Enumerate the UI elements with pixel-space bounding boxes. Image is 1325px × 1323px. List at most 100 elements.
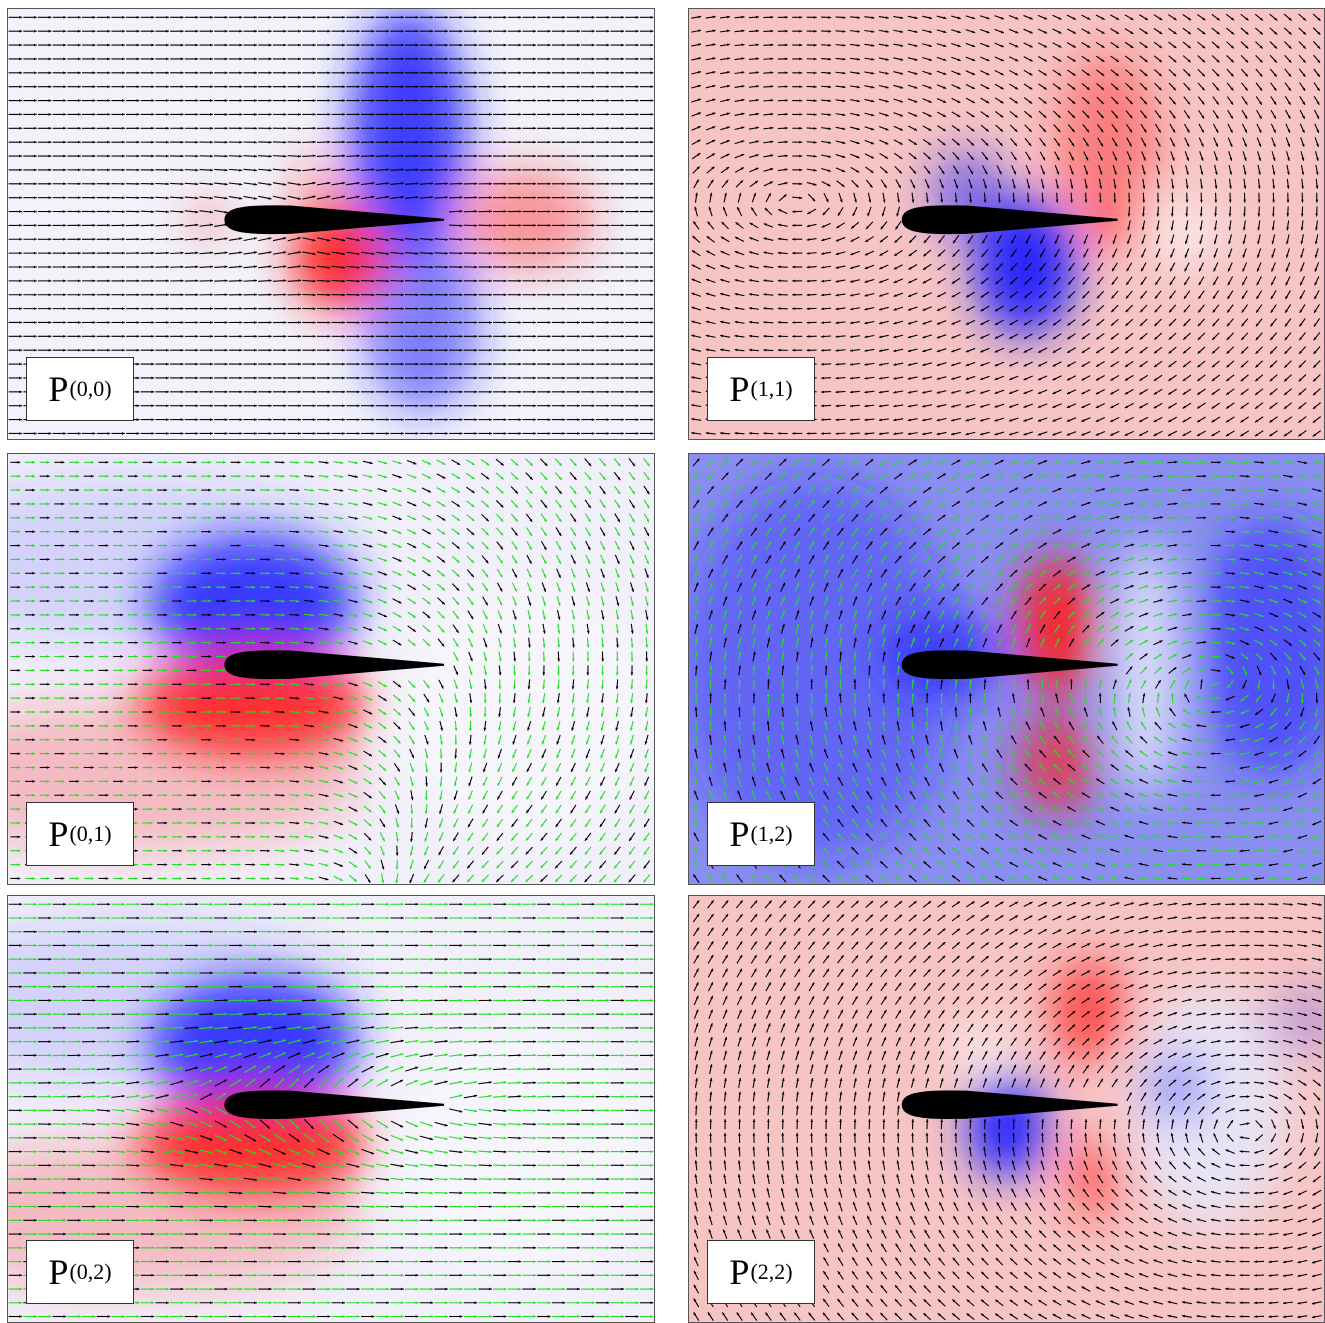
arrow-head	[239, 113, 243, 116]
arrow-head	[577, 390, 580, 394]
arrow-head	[755, 112, 759, 116]
arrow-head	[828, 113, 832, 117]
arrow-head	[312, 238, 316, 242]
arrow-head	[386, 334, 390, 338]
arrow-head	[400, 293, 404, 297]
arrow-head	[312, 334, 316, 338]
arrow-head	[864, 252, 869, 256]
arrow-head	[806, 224, 810, 228]
arrow-head	[1082, 295, 1086, 299]
arrow-head	[1156, 213, 1160, 217]
arrow-head	[562, 224, 566, 227]
arrow-head	[1257, 254, 1260, 258]
arrow-head	[1182, 364, 1187, 368]
arrow-head	[812, 198, 816, 202]
arrow-head	[92, 321, 96, 324]
arrow-head	[63, 168, 67, 172]
arrow-head	[828, 29, 832, 33]
arrow-head	[400, 71, 404, 75]
arrow-head	[1257, 227, 1261, 231]
arrow-head	[749, 265, 753, 268]
arrow-head	[239, 265, 243, 269]
arrow-head	[547, 224, 551, 227]
arrow-head	[474, 168, 478, 172]
arrow-head	[1140, 295, 1144, 299]
arrow-head	[312, 154, 316, 158]
arrow-head	[885, 57, 889, 61]
arrow-head	[1201, 129, 1204, 133]
arrow-head	[864, 293, 868, 297]
arrow-head	[547, 390, 551, 394]
arrow-head	[792, 279, 796, 283]
arrow-head	[1154, 322, 1158, 326]
arrow-head	[1154, 364, 1158, 368]
arrow-head	[1014, 58, 1019, 62]
arrow-head	[518, 196, 522, 199]
arrow-head	[770, 15, 774, 19]
arrow-head	[1057, 114, 1061, 118]
arrow-head	[415, 126, 419, 130]
arrow-head	[864, 307, 868, 311]
arrow-head	[1053, 267, 1057, 271]
arrow-head	[283, 168, 287, 172]
arrow-head	[749, 222, 753, 226]
arrow-head	[942, 86, 947, 89]
arrow-head	[1158, 59, 1162, 63]
arrow-head	[224, 196, 228, 200]
arrow-head	[936, 349, 940, 353]
arrow-head	[1043, 100, 1047, 104]
arrow-head	[1154, 350, 1158, 354]
arrow-head	[899, 85, 904, 89]
arrow-head	[591, 362, 595, 366]
arrow-head	[734, 320, 738, 324]
arrow-head	[151, 15, 155, 19]
arrow-head	[92, 113, 96, 116]
arrow-head	[1110, 322, 1115, 326]
arrow-head	[562, 348, 566, 352]
arrow-head	[136, 182, 140, 186]
arrow-head	[166, 126, 169, 130]
arrow-head	[19, 404, 23, 408]
arrow-head	[1199, 240, 1203, 245]
arrow-head	[893, 376, 897, 380]
arrow-head	[577, 210, 580, 213]
arrow-head	[1155, 254, 1159, 258]
arrow-head	[1273, 73, 1277, 77]
arrow-head	[898, 170, 902, 174]
arrow-head	[92, 168, 96, 172]
arrow-head	[842, 71, 846, 75]
arrow-head	[850, 239, 854, 242]
arrow-head	[327, 57, 331, 61]
arrow-head	[1068, 254, 1072, 258]
arrow-head	[1169, 281, 1173, 286]
arrow-head	[254, 293, 257, 297]
arrow-head	[1115, 45, 1119, 48]
arrow-head	[885, 71, 889, 75]
arrow-head	[922, 321, 926, 325]
arrow-head	[825, 198, 829, 203]
arrow-head	[210, 279, 213, 283]
arrow-head	[254, 57, 257, 61]
arrow-head	[489, 29, 492, 33]
arrow-head	[195, 85, 199, 89]
arrow-head	[1101, 45, 1105, 48]
arrow-head	[1101, 17, 1105, 20]
arrow-head	[121, 57, 125, 61]
arrow-head	[327, 195, 331, 199]
arrow-head	[474, 113, 478, 116]
arrow-head	[1139, 322, 1144, 326]
arrow-head	[180, 251, 184, 255]
arrow-head	[268, 334, 272, 338]
arrow-head	[239, 85, 243, 89]
arrow-head	[741, 140, 745, 143]
arrow-head	[503, 376, 507, 380]
arrow-head	[986, 30, 990, 34]
arrow-head	[882, 199, 886, 203]
arrow-head	[19, 168, 23, 172]
arrow-head	[107, 29, 111, 33]
arrow-head	[356, 43, 360, 47]
arrow-head	[195, 418, 199, 421]
arrow-head	[63, 334, 67, 338]
arrow-head	[1230, 115, 1233, 119]
arrow-head	[1114, 129, 1118, 133]
